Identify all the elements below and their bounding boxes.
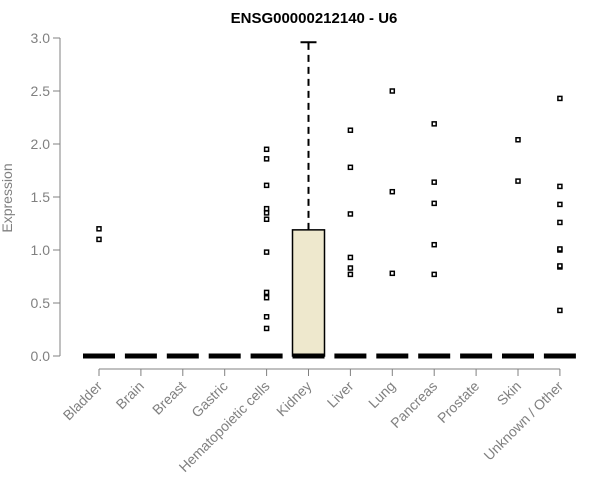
box-group <box>291 41 326 359</box>
outlier-point <box>263 182 270 189</box>
x-tick-label: Kidney <box>273 378 315 420</box>
outlier-point <box>389 88 396 94</box>
y-tick-label: 2.5 <box>31 83 51 99</box>
box-group <box>418 121 451 359</box>
outlier-point <box>515 137 521 143</box>
outlier-point <box>515 178 521 184</box>
outlier-point <box>557 263 563 269</box>
x-tick-label: Skin <box>494 378 525 409</box>
outlier-point <box>263 205 270 212</box>
outlier-point <box>263 156 270 162</box>
box-iqr <box>291 229 326 357</box>
outlier-point <box>263 210 270 216</box>
x-tick-label: Liver <box>324 378 357 411</box>
x-tick-label: Bladder <box>60 378 106 424</box>
outlier-point <box>263 294 270 301</box>
outlier-point <box>431 179 437 185</box>
outlier-point <box>347 265 354 271</box>
outlier-point <box>347 254 354 261</box>
box-group <box>502 137 534 359</box>
outlier-point <box>96 226 102 232</box>
box-group <box>250 146 283 359</box>
outlier-point <box>431 271 437 278</box>
outlier-point <box>263 289 270 296</box>
outlier-point <box>431 200 437 207</box>
box-group <box>83 226 115 359</box>
chart-title: ENSG00000212140 - U6 <box>231 10 398 27</box>
outlier-point <box>347 164 354 171</box>
box-group <box>376 88 409 359</box>
outlier-point <box>347 211 354 217</box>
outlier-point <box>431 121 437 127</box>
y-tick-label: 1.5 <box>31 189 51 205</box>
box-group <box>543 95 576 359</box>
outlier-point <box>431 241 437 248</box>
x-tick-label: Brain <box>113 378 147 412</box>
outlier-point <box>263 216 270 223</box>
y-tick-label: 2.0 <box>31 136 51 152</box>
outlier-point <box>96 236 102 243</box>
outlier-point <box>347 271 354 278</box>
box-group <box>334 127 367 359</box>
y-tick-label: 0.0 <box>31 348 51 364</box>
y-tick-label: 0.5 <box>31 295 51 311</box>
plot-area <box>83 41 576 359</box>
x-tick-label: Breast <box>149 378 189 418</box>
outlier-point <box>557 219 563 226</box>
outlier-point <box>347 127 354 133</box>
outlier-point <box>557 246 563 252</box>
x-tick-label: Pancreas <box>387 378 440 431</box>
x-tick-label: Unknown / Other <box>480 378 566 464</box>
outlier-point <box>557 307 563 314</box>
y-tick-label: 1.0 <box>31 242 51 258</box>
outlier-point <box>389 188 396 195</box>
x-tick-label: Prostate <box>434 378 482 426</box>
outlier-point <box>557 201 563 208</box>
outlier-point <box>557 183 563 190</box>
outlier-point <box>389 270 396 277</box>
outlier-point <box>557 95 563 102</box>
y-axis: 0.0 0.5 1.0 1.5 2.0 2.5 3.0 <box>31 30 61 364</box>
y-tick-label: 3.0 <box>31 30 51 46</box>
outlier-point <box>263 325 270 332</box>
outlier-point <box>263 249 270 255</box>
outlier-point <box>263 146 270 153</box>
outlier-point <box>263 314 270 320</box>
y-axis-label: Expression <box>0 163 15 232</box>
x-tick-label: Lung <box>365 378 398 411</box>
